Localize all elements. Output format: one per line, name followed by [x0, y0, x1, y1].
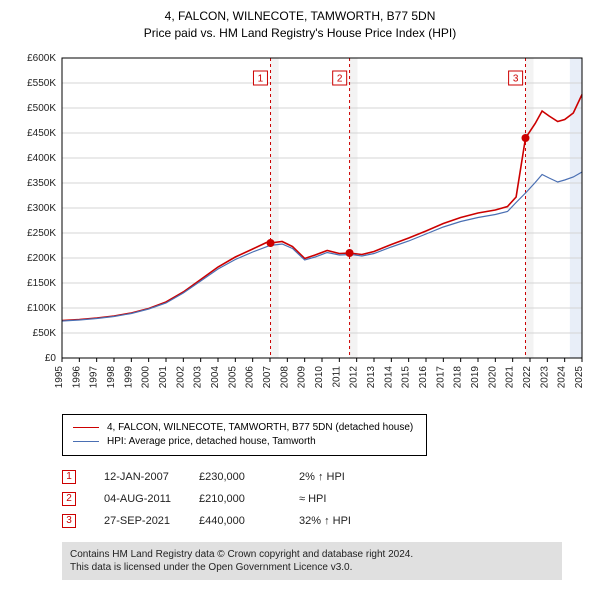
- events-table: 1 12-JAN-2007 £230,000 2% ↑ HPI 2 04-AUG…: [62, 466, 596, 532]
- svg-text:1995: 1995: [54, 365, 65, 388]
- svg-text:2016: 2016: [418, 365, 429, 388]
- svg-text:2022: 2022: [522, 365, 533, 388]
- svg-text:2024: 2024: [557, 365, 568, 388]
- legend-label-property: 4, FALCON, WILNECOTE, TAMWORTH, B77 5DN …: [107, 422, 413, 433]
- event-marker-2: 2: [62, 492, 76, 506]
- event-date-3: 27-SEP-2021: [104, 515, 199, 527]
- svg-text:2003: 2003: [193, 365, 204, 388]
- event-marker-3: 3: [62, 514, 76, 528]
- svg-text:2001: 2001: [158, 365, 169, 388]
- svg-text:£450K: £450K: [27, 128, 56, 139]
- svg-text:£0: £0: [45, 353, 57, 364]
- svg-text:2023: 2023: [539, 365, 550, 388]
- svg-text:1998: 1998: [106, 365, 117, 388]
- svg-text:2021: 2021: [505, 365, 516, 388]
- chart-area: £0 £50K £100K £150K £200K £250K £300K £350K £400…: [4, 48, 596, 408]
- svg-text:2012: 2012: [349, 365, 360, 388]
- footer-line-1: Contains HM Land Registry data © Crown c…: [70, 548, 554, 561]
- svg-text:2015: 2015: [401, 365, 412, 388]
- svg-text:2014: 2014: [383, 365, 394, 388]
- svg-text:£350K: £350K: [27, 178, 56, 189]
- svg-text:2018: 2018: [453, 365, 464, 388]
- svg-text:2025: 2025: [574, 365, 585, 388]
- title-line-1: 4, FALCON, WILNECOTE, TAMWORTH, B77 5DN: [4, 8, 596, 25]
- svg-text:2005: 2005: [227, 365, 238, 388]
- event-pct-3: 32% ↑ HPI: [299, 515, 399, 527]
- svg-text:1: 1: [258, 73, 264, 84]
- title-line-2: Price paid vs. HM Land Registry's House …: [4, 25, 596, 42]
- svg-text:£250K: £250K: [27, 228, 56, 239]
- svg-text:1997: 1997: [89, 365, 100, 388]
- svg-text:2009: 2009: [297, 365, 308, 388]
- svg-text:£600K: £600K: [27, 53, 56, 64]
- svg-text:£400K: £400K: [27, 153, 56, 164]
- svg-text:2010: 2010: [314, 365, 325, 388]
- event-pct-1: 2% ↑ HPI: [299, 471, 399, 483]
- legend-item-property: 4, FALCON, WILNECOTE, TAMWORTH, B77 5DN …: [73, 421, 416, 435]
- svg-text:3: 3: [513, 73, 519, 84]
- svg-text:1996: 1996: [71, 365, 82, 388]
- event-price-3: £440,000: [199, 515, 299, 527]
- legend-label-hpi: HPI: Average price, detached house, Tamw…: [107, 436, 316, 447]
- event-date-2: 04-AUG-2011: [104, 493, 199, 505]
- svg-text:£200K: £200K: [27, 253, 56, 264]
- event-row-1: 1 12-JAN-2007 £230,000 2% ↑ HPI: [62, 466, 596, 488]
- legend: 4, FALCON, WILNECOTE, TAMWORTH, B77 5DN …: [62, 414, 427, 456]
- svg-text:2020: 2020: [487, 365, 498, 388]
- svg-text:1999: 1999: [123, 365, 134, 388]
- event-pct-2: ≈ HPI: [299, 493, 399, 505]
- svg-text:2002: 2002: [175, 365, 186, 388]
- svg-text:£50K: £50K: [33, 328, 57, 339]
- svg-text:2006: 2006: [245, 365, 256, 388]
- event-price-2: £210,000: [199, 493, 299, 505]
- event-price-1: £230,000: [199, 471, 299, 483]
- svg-text:£100K: £100K: [27, 303, 56, 314]
- svg-text:2017: 2017: [435, 365, 446, 388]
- legend-swatch-property: [73, 427, 99, 428]
- svg-text:2019: 2019: [470, 365, 481, 388]
- attribution-footer: Contains HM Land Registry data © Crown c…: [62, 542, 562, 580]
- svg-text:2000: 2000: [141, 365, 152, 388]
- legend-item-hpi: HPI: Average price, detached house, Tamw…: [73, 435, 416, 449]
- chart-title-block: 4, FALCON, WILNECOTE, TAMWORTH, B77 5DN …: [4, 8, 596, 42]
- event-row-3: 3 27-SEP-2021 £440,000 32% ↑ HPI: [62, 510, 596, 532]
- footer-line-2: This data is licensed under the Open Gov…: [70, 561, 554, 574]
- line-chart-svg: £0 £50K £100K £150K £200K £250K £300K £350K £400…: [4, 48, 596, 408]
- event-date-1: 12-JAN-2007: [104, 471, 199, 483]
- event-row-2: 2 04-AUG-2011 £210,000 ≈ HPI: [62, 488, 596, 510]
- svg-text:£300K: £300K: [27, 203, 56, 214]
- legend-swatch-hpi: [73, 441, 99, 442]
- svg-text:2: 2: [337, 73, 343, 84]
- svg-text:2008: 2008: [279, 365, 290, 388]
- page-container: 4, FALCON, WILNECOTE, TAMWORTH, B77 5DN …: [0, 0, 600, 588]
- event-marker-1: 1: [62, 470, 76, 484]
- svg-text:2013: 2013: [366, 365, 377, 388]
- svg-text:2007: 2007: [262, 365, 273, 388]
- svg-text:2004: 2004: [210, 365, 221, 388]
- svg-text:£550K: £550K: [27, 78, 56, 89]
- svg-text:£500K: £500K: [27, 103, 56, 114]
- svg-text:2011: 2011: [331, 365, 342, 387]
- svg-text:£150K: £150K: [27, 278, 56, 289]
